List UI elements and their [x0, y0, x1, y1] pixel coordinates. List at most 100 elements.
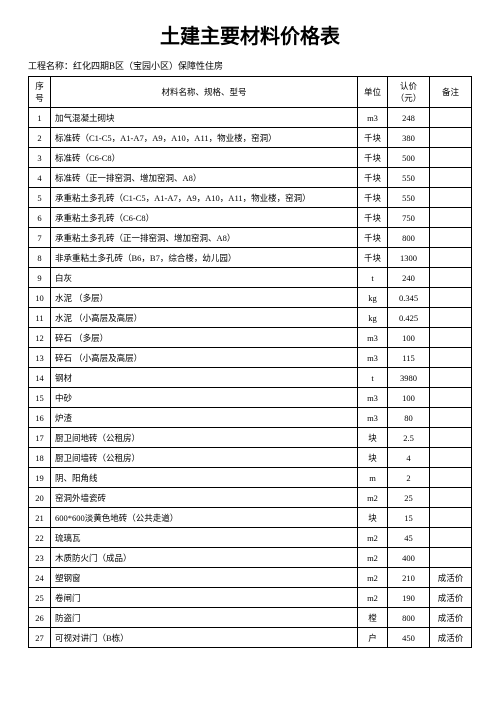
cell-price: 25	[388, 488, 430, 508]
table-row: 15中砂m3100	[29, 388, 472, 408]
cell-note	[430, 148, 472, 168]
cell-idx: 22	[29, 528, 51, 548]
cell-note	[430, 308, 472, 328]
cell-price: 190	[388, 588, 430, 608]
cell-idx: 27	[29, 628, 51, 648]
cell-idx: 3	[29, 148, 51, 168]
cell-note: 成活价	[430, 608, 472, 628]
project-name: 红化四期B区（宝园小区）保障性住房	[73, 61, 223, 71]
cell-idx: 21	[29, 508, 51, 528]
cell-price: 450	[388, 628, 430, 648]
table-row: 10水泥 （多层）kg0.345	[29, 288, 472, 308]
table-row: 22琉璃瓦m245	[29, 528, 472, 548]
cell-note	[430, 288, 472, 308]
table-body: 1加气混凝土砌块m32482标准砖（C1-C5，A1-A7，A9，A10，A11…	[29, 108, 472, 648]
cell-name: 中砂	[51, 388, 358, 408]
cell-price: 115	[388, 348, 430, 368]
cell-unit: m3	[358, 388, 388, 408]
cell-unit: 块	[358, 428, 388, 448]
cell-name: 卷闸门	[51, 588, 358, 608]
cell-name: 加气混凝土砌块	[51, 108, 358, 128]
cell-unit: 户	[358, 628, 388, 648]
cell-idx: 2	[29, 128, 51, 148]
cell-note	[430, 508, 472, 528]
cell-unit: 千块	[358, 248, 388, 268]
table-row: 14钢材t3980	[29, 368, 472, 388]
cell-price: 1300	[388, 248, 430, 268]
cell-unit: m3	[358, 408, 388, 428]
cell-note: 成活价	[430, 628, 472, 648]
cell-idx: 6	[29, 208, 51, 228]
cell-note	[430, 208, 472, 228]
table-row: 12碎石 （多层）m3100	[29, 328, 472, 348]
cell-unit: kg	[358, 288, 388, 308]
cell-price: 80	[388, 408, 430, 428]
table-row: 17厨卫间地砖（公租房）块2.5	[29, 428, 472, 448]
cell-name: 木质防火门（成品）	[51, 548, 358, 568]
cell-idx: 19	[29, 468, 51, 488]
cell-idx: 13	[29, 348, 51, 368]
cell-idx: 23	[29, 548, 51, 568]
cell-unit: t	[358, 368, 388, 388]
table-row: 11水泥 （小高层及高层）kg0.425	[29, 308, 472, 328]
cell-unit: 千块	[358, 148, 388, 168]
cell-unit: m3	[358, 328, 388, 348]
cell-price: 2	[388, 468, 430, 488]
cell-price: 800	[388, 228, 430, 248]
cell-note	[430, 408, 472, 428]
table-row: 3标准砖（C6-C8）千块500	[29, 148, 472, 168]
cell-idx: 12	[29, 328, 51, 348]
cell-note	[430, 548, 472, 568]
cell-price: 2.5	[388, 428, 430, 448]
cell-note	[430, 428, 472, 448]
cell-idx: 26	[29, 608, 51, 628]
cell-idx: 5	[29, 188, 51, 208]
table-row: 8非承重粘土多孔砖（B6，B7，综合楼，幼儿园）千块1300	[29, 248, 472, 268]
cell-note	[430, 108, 472, 128]
table-row: 26防盗门樘800成活价	[29, 608, 472, 628]
cell-name: 水泥 （多层）	[51, 288, 358, 308]
cell-idx: 25	[29, 588, 51, 608]
cell-unit: 千块	[358, 128, 388, 148]
table-row: 9白灰t240	[29, 268, 472, 288]
cell-price: 0.425	[388, 308, 430, 328]
cell-unit: m2	[358, 528, 388, 548]
table-row: 4标准砖（正一排窑洞、增加窑洞、A8）千块550	[29, 168, 472, 188]
cell-name: 塑钢窗	[51, 568, 358, 588]
cell-name: 600*600淡黄色地砖（公共走道）	[51, 508, 358, 528]
cell-price: 210	[388, 568, 430, 588]
table-row: 18厨卫间墙砖（公租房）块4	[29, 448, 472, 468]
cell-name: 水泥 （小高层及高层）	[51, 308, 358, 328]
cell-note	[430, 348, 472, 368]
cell-price: 3980	[388, 368, 430, 388]
cell-unit: m	[358, 468, 388, 488]
cell-name: 承重粘土多孔砖（C1-C5，A1-A7，A9，A10，A11，物业楼，窑洞）	[51, 188, 358, 208]
cell-unit: t	[358, 268, 388, 288]
cell-name: 琉璃瓦	[51, 528, 358, 548]
cell-note	[430, 388, 472, 408]
table-row: 21600*600淡黄色地砖（公共走道）块15	[29, 508, 472, 528]
header-row: 序号 材料名称、规格、型号 单位 认价（元） 备注	[29, 77, 472, 108]
table-row: 7承重粘土多孔砖（正一排窑洞、增加窑洞、A8）千块800	[29, 228, 472, 248]
cell-note	[430, 128, 472, 148]
cell-price: 500	[388, 148, 430, 168]
cell-unit: m2	[358, 488, 388, 508]
cell-name: 碎石 （多层）	[51, 328, 358, 348]
cell-price: 4	[388, 448, 430, 468]
cell-unit: m2	[358, 568, 388, 588]
cell-name: 可视对讲门（B栋）	[51, 628, 358, 648]
cell-idx: 10	[29, 288, 51, 308]
header-price: 认价（元）	[388, 77, 430, 108]
cell-name: 钢材	[51, 368, 358, 388]
cell-price: 100	[388, 388, 430, 408]
cell-name: 白灰	[51, 268, 358, 288]
header-name: 材料名称、规格、型号	[51, 77, 358, 108]
cell-note: 成活价	[430, 588, 472, 608]
cell-idx: 4	[29, 168, 51, 188]
cell-note	[430, 248, 472, 268]
cell-unit: 千块	[358, 188, 388, 208]
table-row: 2标准砖（C1-C5，A1-A7，A9，A10，A11，物业楼，窑洞）千块380	[29, 128, 472, 148]
cell-unit: m2	[358, 588, 388, 608]
cell-idx: 20	[29, 488, 51, 508]
table-row: 27可视对讲门（B栋）户450成活价	[29, 628, 472, 648]
